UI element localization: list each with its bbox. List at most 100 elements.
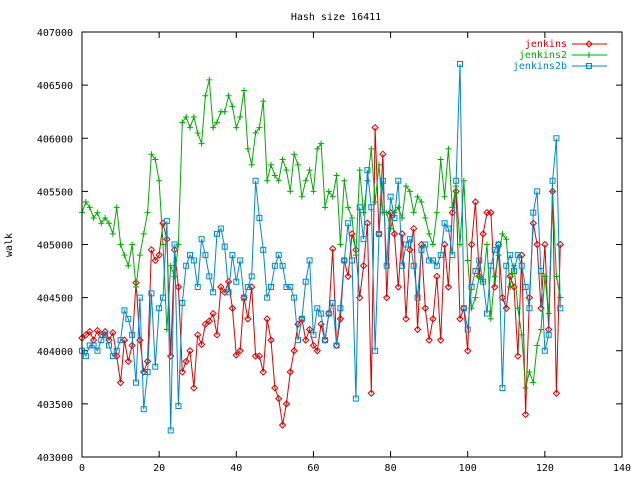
data-point xyxy=(456,315,464,323)
data-point xyxy=(121,252,128,259)
data-point xyxy=(233,278,240,285)
data-point xyxy=(545,331,552,338)
data-point xyxy=(376,230,382,237)
data-point xyxy=(290,347,298,355)
data-point xyxy=(179,299,186,306)
data-point xyxy=(445,225,452,232)
data-point xyxy=(275,252,282,259)
data-point xyxy=(376,161,382,168)
data-point xyxy=(197,340,206,349)
data-point xyxy=(480,278,487,285)
data-point xyxy=(237,114,244,120)
data-point xyxy=(322,204,328,211)
data-point xyxy=(116,378,125,387)
data-point xyxy=(117,241,124,248)
data-point xyxy=(263,315,271,323)
data-point xyxy=(553,273,560,280)
data-point xyxy=(391,214,398,221)
data-point xyxy=(152,363,159,370)
data-point xyxy=(452,187,460,196)
data-point xyxy=(471,198,480,206)
data-point xyxy=(241,87,247,94)
data-point xyxy=(379,177,386,184)
data-point xyxy=(511,268,517,275)
data-point xyxy=(333,172,340,179)
y-tick-label: 407000 xyxy=(37,28,73,39)
data-point xyxy=(484,310,490,317)
data-point xyxy=(86,342,93,349)
data-point xyxy=(518,331,525,338)
data-point xyxy=(310,331,317,338)
series-jenkins xyxy=(78,123,564,429)
data-point xyxy=(167,262,174,269)
data-point xyxy=(187,124,193,131)
data-point xyxy=(514,305,521,312)
data-point xyxy=(425,336,433,344)
y-tick-label: 406000 xyxy=(37,134,73,145)
data-point xyxy=(541,273,548,280)
data-point xyxy=(279,156,286,163)
data-point xyxy=(356,167,363,174)
data-point xyxy=(314,145,321,152)
data-point xyxy=(464,326,471,333)
data-point xyxy=(264,294,271,301)
data-point xyxy=(317,320,325,328)
data-point xyxy=(449,252,456,259)
data-point xyxy=(503,262,510,269)
data-point xyxy=(499,384,506,391)
legend-label-jenkins2: jenkins2 xyxy=(519,50,567,61)
data-point xyxy=(526,369,533,375)
data-point xyxy=(140,406,147,413)
data-point xyxy=(133,284,139,290)
data-point xyxy=(530,379,537,386)
data-point xyxy=(244,315,252,323)
data-point xyxy=(364,167,371,174)
legend-label-jenkins2b: jenkins2b xyxy=(513,61,567,72)
data-point xyxy=(190,257,197,264)
data-point xyxy=(174,283,183,291)
data-point xyxy=(225,92,232,99)
x-tick-label: 60 xyxy=(307,463,319,474)
chart-title: Hash size 16411 xyxy=(291,12,381,23)
y-tick-label: 403000 xyxy=(37,453,73,464)
data-point xyxy=(421,304,429,312)
data-point xyxy=(325,188,332,195)
data-point xyxy=(371,123,379,132)
data-point xyxy=(198,236,205,243)
data-point xyxy=(410,224,418,233)
data-point xyxy=(98,220,105,227)
data-point xyxy=(426,257,433,264)
data-point xyxy=(356,204,363,211)
data-point xyxy=(345,220,352,227)
x-tick-label: 80 xyxy=(385,463,397,474)
data-point xyxy=(386,208,395,217)
data-point xyxy=(367,389,375,397)
data-point xyxy=(144,369,151,375)
data-point xyxy=(514,352,522,360)
data-point xyxy=(113,204,120,211)
data-point xyxy=(82,353,89,360)
data-point xyxy=(144,209,151,216)
data-point xyxy=(341,257,348,264)
data-point xyxy=(379,150,387,158)
data-point xyxy=(175,403,182,409)
data-point xyxy=(352,252,359,259)
data-point xyxy=(337,241,344,248)
data-point xyxy=(125,262,132,269)
data-point xyxy=(252,177,259,184)
data-point xyxy=(403,241,409,248)
data-point xyxy=(395,177,402,184)
data-point xyxy=(329,193,336,200)
data-point xyxy=(228,304,237,312)
legend-marker-jenkins2 xyxy=(586,52,592,58)
data-point xyxy=(441,193,448,200)
data-point xyxy=(306,167,313,174)
data-point xyxy=(229,252,236,259)
data-point xyxy=(90,214,97,221)
data-point xyxy=(414,193,421,200)
data-point xyxy=(156,177,163,184)
data-point xyxy=(287,188,294,195)
legend-marker-jenkins2b xyxy=(586,63,592,69)
data-point xyxy=(194,284,201,290)
y-tick-label: 404000 xyxy=(37,347,73,358)
